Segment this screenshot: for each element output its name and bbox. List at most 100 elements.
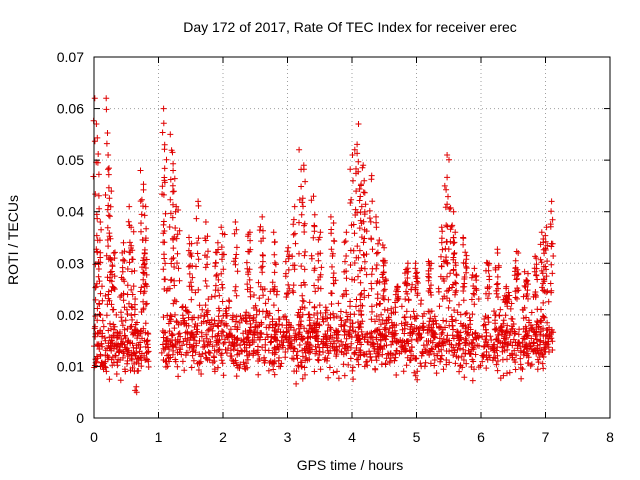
- data-point: [138, 363, 145, 370]
- data-point: [128, 349, 135, 356]
- data-point: [451, 307, 458, 314]
- data-point: [469, 311, 476, 318]
- data-point: [103, 95, 110, 102]
- data-point: [449, 332, 456, 339]
- data-point: [238, 316, 245, 323]
- data-point: [105, 152, 112, 158]
- data-point: [452, 279, 459, 286]
- data-point: [202, 235, 208, 242]
- data-point: [360, 239, 367, 246]
- data-point: [451, 239, 458, 246]
- data-point: [104, 237, 111, 243]
- data-point: [245, 269, 252, 276]
- data-point: [124, 282, 131, 289]
- data-point: [487, 333, 494, 340]
- data-point: [107, 320, 113, 327]
- data-point: [121, 278, 128, 285]
- data-point: [138, 220, 144, 227]
- data-point: [467, 351, 474, 358]
- data-point: [550, 253, 557, 259]
- data-point: [247, 237, 254, 244]
- data-point: [439, 339, 446, 346]
- data-point: [176, 338, 183, 345]
- data-point: [363, 359, 369, 365]
- data-point: [244, 281, 251, 288]
- data-point: [375, 349, 382, 356]
- data-point: [536, 323, 542, 330]
- data-point: [322, 331, 329, 338]
- data-point: [499, 328, 506, 335]
- data-point: [337, 314, 344, 321]
- data-point: [175, 373, 182, 380]
- data-point: [260, 227, 266, 234]
- data-point: [286, 285, 293, 292]
- data-point: [502, 312, 509, 319]
- data-point: [447, 226, 454, 233]
- data-point: [486, 354, 493, 361]
- data-point: [463, 256, 470, 263]
- data-point: [471, 301, 478, 308]
- data-point: [540, 365, 547, 372]
- data-point: [290, 216, 297, 223]
- data-point: [457, 329, 464, 336]
- data-point: [124, 360, 131, 367]
- data-point: [316, 344, 323, 351]
- data-point: [343, 309, 350, 316]
- data-point: [183, 308, 190, 314]
- data-point: [296, 314, 303, 321]
- data-point: [453, 353, 460, 360]
- data-point: [301, 304, 308, 311]
- data-point: [378, 311, 385, 318]
- data-point: [513, 248, 520, 255]
- x-tick-labels: 0 1 2 3 4 5 6 7 8: [90, 429, 614, 445]
- data-point: [171, 264, 178, 270]
- data-point: [432, 334, 438, 341]
- data-point: [381, 342, 388, 349]
- data-point: [450, 256, 457, 263]
- data-point: [438, 239, 445, 246]
- data-point: [355, 356, 362, 363]
- data-point: [215, 276, 222, 283]
- data-point: [265, 296, 272, 303]
- data-point: [129, 256, 136, 263]
- data-point: [166, 224, 173, 230]
- data-point: [436, 335, 443, 342]
- x-tick-label: 2: [219, 429, 227, 445]
- data-point: [368, 333, 375, 340]
- data-point: [525, 317, 532, 324]
- data-point: [284, 290, 291, 297]
- data-point: [132, 296, 139, 302]
- data-point: [425, 288, 432, 294]
- data-point: [411, 315, 418, 322]
- data-point: [291, 327, 297, 333]
- data-point: [493, 290, 500, 297]
- data-point: [243, 318, 250, 325]
- data-point: [182, 304, 189, 311]
- data-point: [256, 356, 263, 362]
- data-point: [161, 228, 168, 234]
- data-point: [290, 221, 297, 228]
- data-point: [317, 271, 324, 278]
- data-point: [303, 354, 310, 361]
- data-point: [208, 293, 215, 300]
- data-point: [356, 197, 363, 204]
- data-point: [286, 342, 293, 349]
- data-point: [244, 356, 251, 363]
- data-point: [161, 329, 168, 336]
- data-point: [385, 351, 392, 358]
- data-point: [439, 295, 446, 302]
- data-point: [363, 228, 370, 235]
- data-point: [530, 339, 537, 346]
- data-point: [517, 361, 524, 368]
- data-point: [124, 291, 131, 298]
- data-point: [373, 262, 380, 268]
- data-point: [541, 349, 548, 355]
- data-point: [172, 356, 179, 363]
- data-point: [510, 321, 517, 327]
- data-point: [443, 186, 450, 193]
- data-point: [381, 278, 388, 285]
- data-point: [358, 290, 365, 297]
- data-point: [263, 308, 270, 315]
- data-point: [543, 273, 550, 280]
- data-point: [272, 261, 279, 268]
